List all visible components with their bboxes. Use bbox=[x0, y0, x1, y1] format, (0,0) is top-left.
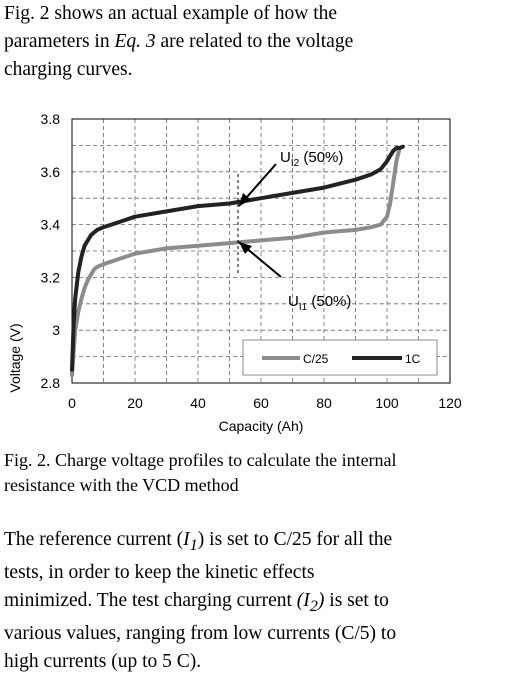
plot-frame bbox=[71, 118, 451, 384]
chart-legend: C/25 1C bbox=[242, 339, 438, 376]
series-line-1c bbox=[70, 144, 405, 372]
annotation-ui2: UI2 (50%) bbox=[280, 149, 343, 169]
body-line-5: high currents (up to 5 C). bbox=[4, 650, 202, 672]
x-tick-label: 100 bbox=[375, 395, 399, 411]
x-tick-label: 40 bbox=[190, 395, 206, 411]
body-line-1a: The reference current ( bbox=[4, 529, 184, 550]
x-tick-label: 20 bbox=[127, 395, 143, 411]
y-tick-label: 3.6 bbox=[41, 164, 61, 180]
arrow-ui2-head bbox=[239, 193, 251, 206]
current-symbol-i1: I bbox=[183, 529, 190, 550]
y-tick-label: 3.4 bbox=[41, 217, 61, 233]
annotation-ui1: UI1 (50%) bbox=[288, 293, 351, 313]
body-line-1b: ) is set to C/25 for all the bbox=[197, 529, 393, 550]
chart-series bbox=[70, 144, 405, 378]
x-tick-label: 80 bbox=[316, 395, 332, 411]
chart-grid bbox=[72, 119, 450, 383]
x-tick-label: 60 bbox=[253, 395, 269, 411]
equation-reference: Eq. 3 bbox=[114, 31, 156, 52]
current-symbol-i2: (I bbox=[296, 589, 310, 611]
caption-line-1: Fig. 2. Charge voltage profiles to calcu… bbox=[4, 450, 397, 470]
voltage-capacity-chart: 2.8 3 3.2 3.4 3.6 3.8 0 20 40 60 80 100 120 Voltage… bbox=[7, 111, 462, 434]
series-line-c25 bbox=[70, 146, 402, 378]
y-tick-label: 3.2 bbox=[41, 269, 61, 285]
body-line-3c: is set to bbox=[324, 589, 389, 611]
y-tick-label: 3.8 bbox=[41, 111, 61, 127]
body-paragraph: The reference current (I1) is set to C/2… bbox=[4, 526, 498, 676]
intro-paragraph: Fig. 2 shows an actual example of how th… bbox=[4, 0, 498, 84]
intro-line-2a: parameters in bbox=[4, 31, 115, 52]
intro-line-2b: are related to the voltage bbox=[155, 31, 354, 52]
body-line-3a: minimized. The test charging current bbox=[4, 589, 297, 611]
y-tick-label: 3 bbox=[52, 322, 60, 338]
body-line-4: various values, ranging from low current… bbox=[4, 622, 397, 644]
caption-line-2: resistance with the VCD method bbox=[4, 475, 239, 495]
y-axis-ticks: 2.8 3 3.2 3.4 3.6 3.8 bbox=[41, 111, 61, 391]
intro-line-3: charging curves. bbox=[4, 59, 133, 80]
arrow-ui1-head bbox=[239, 242, 252, 254]
legend-label-c25: C/25 bbox=[303, 352, 329, 366]
x-tick-label: 120 bbox=[438, 395, 462, 411]
x-tick-label: 0 bbox=[68, 395, 76, 411]
legend-label-1c: 1C bbox=[405, 352, 421, 366]
current-symbol-i1-sub: 1 bbox=[189, 535, 198, 554]
current-symbol-i2-sub: 2 bbox=[309, 596, 318, 615]
body-line-2: tests, in order to keep the kinetic effe… bbox=[4, 561, 315, 583]
current-symbol-i2-close: ) bbox=[317, 589, 325, 611]
x-axis-ticks: 0 20 40 60 80 100 120 bbox=[68, 395, 462, 411]
figure-caption: Fig. 2. Charge voltage profiles to calcu… bbox=[4, 448, 498, 498]
intro-line-1: Fig. 2 shows an actual example of how th… bbox=[4, 3, 338, 24]
y-tick-label: 2.8 bbox=[41, 375, 61, 391]
x-axis-label: Capacity (Ah) bbox=[219, 418, 304, 434]
y-axis-label: Voltage (V) bbox=[7, 323, 23, 392]
